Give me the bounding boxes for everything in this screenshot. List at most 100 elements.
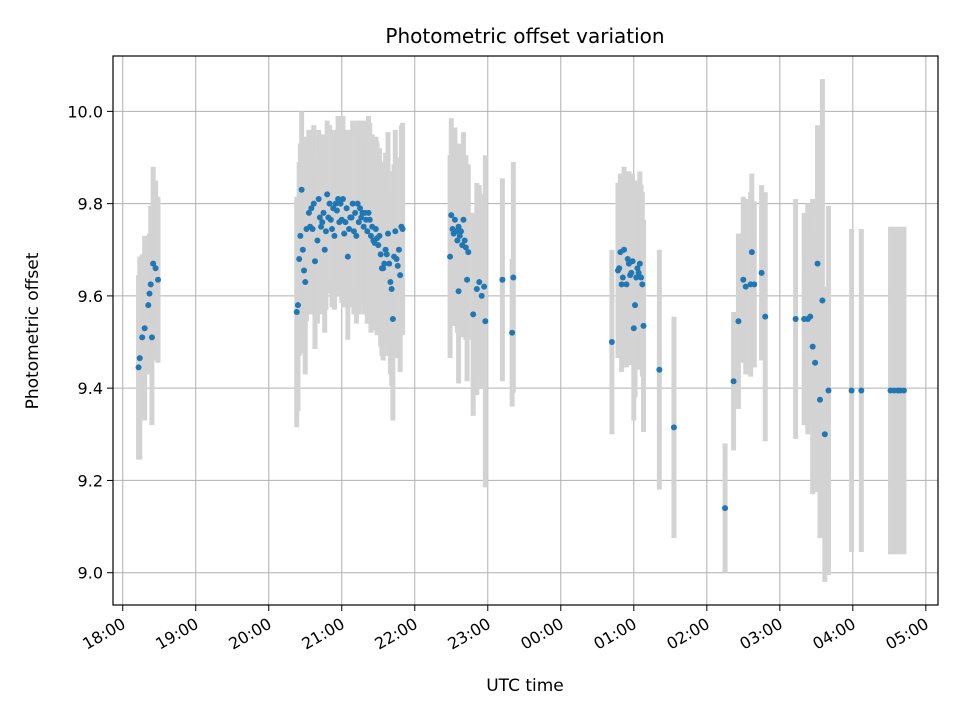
data-point: [392, 228, 399, 235]
data-point: [740, 276, 747, 283]
data-point: [814, 260, 821, 267]
data-point: [656, 366, 663, 373]
data-point: [326, 200, 333, 207]
data-point: [821, 431, 828, 438]
data-point: [638, 274, 645, 281]
data-point: [748, 249, 755, 256]
data-point: [758, 269, 765, 276]
y-tick-label: 9.6: [78, 287, 103, 306]
y-tick-label: 9.8: [78, 195, 103, 214]
plot-frame: [112, 55, 939, 606]
data-point: [146, 290, 153, 297]
data-point: [730, 378, 737, 385]
data-point: [382, 246, 389, 253]
data-point: [299, 246, 306, 253]
data-point: [296, 255, 303, 262]
data-point: [294, 302, 301, 309]
data-point: [825, 387, 832, 394]
data-point: [318, 223, 325, 230]
data-point: [670, 424, 677, 431]
data-point: [385, 230, 391, 237]
data-point: [629, 258, 636, 265]
data-point: [357, 205, 364, 212]
y-tick-label: 9.2: [78, 471, 103, 490]
data-point: [848, 387, 855, 394]
x-axis-label: UTC time: [486, 676, 564, 696]
data-point: [365, 209, 372, 216]
data-point: [639, 281, 646, 288]
data-point: [358, 214, 365, 221]
data-point: [333, 207, 340, 214]
data-point: [624, 255, 631, 262]
data-point: [473, 285, 480, 292]
data-point: [742, 283, 749, 290]
data-point: [297, 232, 304, 239]
data-point: [386, 260, 393, 267]
data-point: [509, 329, 516, 336]
data-point: [332, 200, 339, 207]
data-point: [148, 334, 155, 341]
data-point: [470, 311, 477, 318]
data-point: [858, 387, 865, 394]
data-point: [141, 325, 148, 332]
data-point: [293, 309, 300, 316]
data-point: [335, 196, 342, 203]
data-point: [311, 258, 318, 265]
y-tick-label: 9.0: [78, 564, 103, 583]
data-point: [751, 281, 758, 288]
data-point: [346, 226, 353, 233]
data-point: [816, 396, 823, 403]
data-point: [621, 246, 628, 253]
data-point: [316, 214, 323, 221]
data-point: [319, 219, 326, 226]
data-point: [381, 260, 388, 267]
data-point: [900, 387, 907, 394]
y-tick-label: 10.0: [67, 102, 103, 121]
data-point: [456, 232, 463, 239]
chart-title: Photometric offset variation: [385, 24, 664, 48]
data-point: [618, 281, 625, 288]
data-point: [636, 260, 643, 267]
data-point: [630, 325, 637, 332]
data-point: [383, 251, 390, 258]
data-point: [616, 265, 623, 272]
data-point: [809, 343, 816, 350]
data-point: [635, 269, 642, 276]
data-point: [399, 226, 406, 233]
data-point: [329, 226, 336, 233]
data-point: [339, 196, 346, 203]
data-point: [388, 285, 395, 292]
data-point: [478, 292, 485, 299]
data-point: [331, 232, 338, 239]
data-point: [455, 288, 462, 295]
data-point: [135, 364, 142, 371]
data-point: [136, 355, 143, 362]
data-point: [499, 276, 506, 283]
data-point: [320, 209, 327, 216]
data-point: [147, 281, 154, 288]
data-point: [735, 318, 742, 325]
data-point: [349, 200, 356, 207]
data-point: [394, 262, 401, 269]
data-point: [372, 226, 379, 233]
data-point: [348, 214, 355, 221]
data-point: [482, 318, 489, 325]
data-point: [354, 200, 361, 207]
data-point: [460, 216, 467, 223]
data-point: [633, 274, 640, 281]
data-point: [309, 226, 316, 233]
data-point: [155, 276, 162, 283]
data-point: [807, 313, 814, 320]
data-point: [305, 209, 312, 216]
data-point: [314, 237, 321, 244]
data-point: [139, 334, 146, 341]
y-axis-label: Photometric offset: [23, 252, 43, 409]
data-point: [324, 191, 331, 198]
data-point: [152, 265, 159, 272]
data-point: [145, 302, 152, 309]
data-point: [360, 223, 367, 230]
data-point: [451, 216, 458, 223]
data-point: [343, 205, 350, 212]
data-point: [447, 253, 454, 260]
